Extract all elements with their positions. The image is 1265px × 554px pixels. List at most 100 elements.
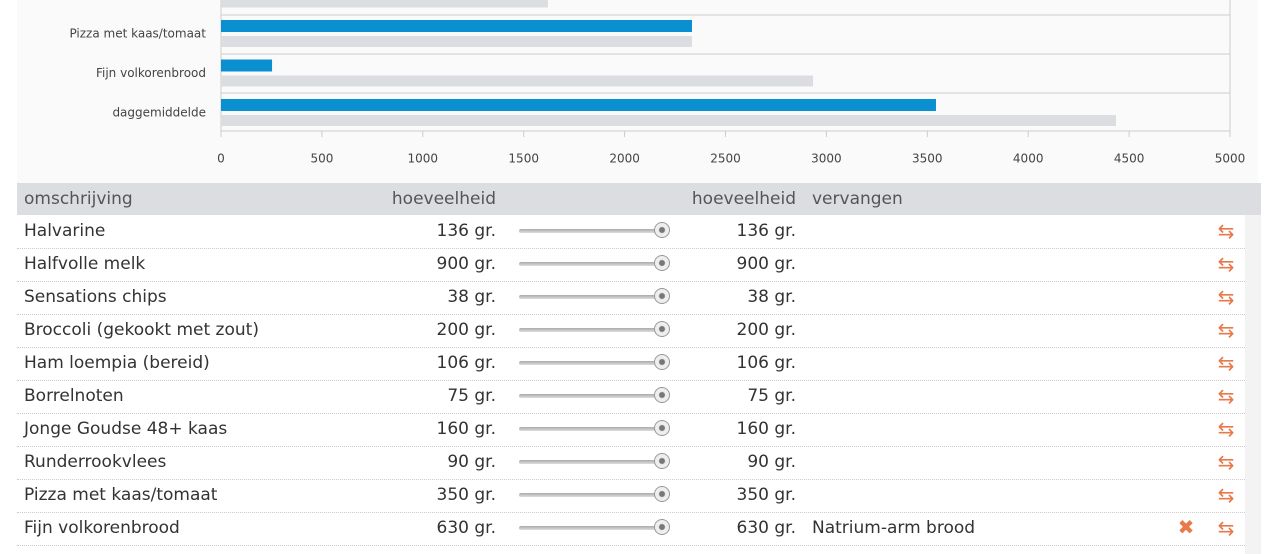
x-tick-label: 2500 [710, 152, 741, 166]
new-amount: 75 gr. [747, 386, 796, 406]
amount: 136 gr. [436, 221, 496, 241]
food-name: Jonge Goudse 48+ kaas [24, 419, 228, 439]
new-amount: 350 gr. [736, 485, 796, 505]
slider-handle[interactable] [654, 420, 670, 436]
table-row: Jonge Goudse 48+ kaas 160 gr. 160 gr. ⇆ [17, 413, 1245, 447]
table-row: Halfvolle melk 900 gr. 900 gr. ⇆ [17, 248, 1245, 282]
food-name: Runderrookvlees [24, 452, 167, 472]
slider-handle[interactable] [654, 354, 670, 370]
food-name: Broccoli (gekookt met zout) [24, 320, 259, 340]
bar [221, 115, 1116, 126]
table-row: Runderrookvlees 90 gr. 90 gr. ⇆ [17, 446, 1245, 480]
slider-handle[interactable] [654, 486, 670, 502]
slider-handle[interactable] [654, 222, 670, 238]
x-tick-label: 1500 [508, 152, 539, 166]
swap-icon[interactable]: ⇆ [1217, 384, 1235, 408]
table-row: Fijn volkorenbrood 630 gr. 630 gr. Natrium-… [17, 512, 1245, 546]
slider-track[interactable] [519, 361, 669, 365]
slider-handle[interactable] [654, 255, 670, 271]
food-name: Sensations chips [24, 287, 167, 307]
swap-icon[interactable]: ⇆ [1217, 351, 1235, 375]
bar [221, 20, 693, 32]
bar [221, 36, 693, 47]
replacement: Natrium-arm brood [812, 518, 976, 538]
food-name: Halvarine [24, 221, 106, 241]
food-name: Ham loempia (bereid) [24, 353, 210, 373]
swap-icon[interactable]: ⇆ [1217, 483, 1235, 507]
new-amount: 630 gr. [736, 518, 796, 538]
category-label: Fijn volkorenbrood [96, 66, 206, 80]
slider-handle[interactable] [654, 288, 670, 304]
table-row: Broccoli (gekookt met zout) 200 gr. 200 gr… [17, 314, 1245, 348]
table-row: Sensations chips 38 gr. 38 gr. ⇆ [17, 281, 1245, 315]
new-amount: 200 gr. [736, 320, 796, 340]
table-row: Borrelnoten 75 gr. 75 gr. ⇆ [17, 380, 1245, 414]
slider-handle[interactable] [654, 453, 670, 469]
bar [221, 75, 814, 87]
category-label: Pizza met kaas/tomaat [69, 27, 206, 41]
slider-handle[interactable] [654, 321, 670, 337]
new-amount: 90 gr. [747, 452, 796, 472]
amount: 200 gr. [436, 320, 496, 340]
x-tick-label: 2000 [609, 152, 640, 166]
swap-icon[interactable]: ⇆ [1217, 285, 1235, 309]
table-row: Pizza met kaas/tomaat 350 gr. 350 gr. ⇆ [17, 479, 1245, 513]
slider-handle[interactable] [654, 519, 670, 535]
table-header: omschrijving hoeveelheid hoeveelheid ver… [17, 183, 1261, 215]
amount: 106 gr. [436, 353, 496, 373]
slider-track[interactable] [519, 460, 669, 464]
amount: 90 gr. [447, 452, 496, 472]
bar [221, 99, 936, 111]
amount: 630 gr. [436, 518, 496, 538]
new-amount: 136 gr. [736, 221, 796, 241]
amount: 350 gr. [436, 485, 496, 505]
swap-icon[interactable]: ⇆ [1217, 219, 1235, 243]
x-tick-label: 4500 [1114, 152, 1145, 166]
x-tick-label: 5000 [1215, 152, 1246, 166]
bar [221, 0, 548, 8]
swap-icon[interactable]: ⇆ [1217, 417, 1235, 441]
slider-track[interactable] [519, 427, 669, 431]
new-amount: 900 gr. [736, 254, 796, 274]
slider-track[interactable] [519, 262, 669, 266]
amount: 75 gr. [447, 386, 496, 406]
swap-icon[interactable]: ⇆ [1217, 450, 1235, 474]
x-tick-label: 500 [310, 152, 333, 166]
slider-track[interactable] [519, 493, 669, 497]
new-amount: 160 gr. [736, 419, 796, 439]
x-tick-label: 0 [217, 152, 225, 166]
slider-track[interactable] [519, 394, 669, 398]
chart: 0 500 1000 1500 2000 2500 3000 3500 4000 4500 5000… [17, 0, 1258, 183]
new-amount: 106 gr. [736, 353, 796, 373]
header-cell: hoeveelheid [391, 189, 496, 209]
swap-icon[interactable]: ⇆ [1217, 318, 1235, 342]
food-name: Halfvolle melk [24, 254, 146, 274]
bar [221, 59, 273, 72]
food-table: omschrijving hoeveelheid hoeveelheid ver… [17, 183, 1261, 554]
new-amount: 38 gr. [747, 287, 796, 307]
table-row: Ham loempia (bereid) 106 gr. 106 gr. ⇆ [17, 347, 1245, 381]
header-cell: omschrijving [24, 189, 133, 209]
slider-track[interactable] [519, 229, 669, 233]
amount: 38 gr. [447, 287, 496, 307]
x-tick-label: 3500 [912, 152, 943, 166]
swap-icon[interactable]: ⇆ [1217, 516, 1235, 540]
amount: 160 gr. [436, 419, 496, 439]
scrollbar[interactable] [1245, 215, 1261, 554]
slider-track[interactable] [519, 328, 669, 332]
table-row: Halvarine 136 gr. 136 gr. ⇆ [17, 215, 1245, 249]
slider-track[interactable] [519, 295, 669, 299]
header-cell: vervangen [812, 189, 903, 209]
food-name: Pizza met kaas/tomaat [24, 485, 218, 505]
category-label: daggemiddelde [112, 106, 206, 120]
slider-handle[interactable] [654, 387, 670, 403]
x-tick-label: 3000 [811, 152, 842, 166]
food-name: Borrelnoten [24, 386, 124, 406]
header-cell: hoeveelheid [691, 189, 796, 209]
remove-icon[interactable]: ✖ [1177, 515, 1195, 539]
x-tick-label: 1000 [408, 152, 439, 166]
swap-icon[interactable]: ⇆ [1217, 252, 1235, 276]
slider-track[interactable] [519, 526, 669, 530]
food-name: Fijn volkorenbrood [24, 518, 180, 538]
